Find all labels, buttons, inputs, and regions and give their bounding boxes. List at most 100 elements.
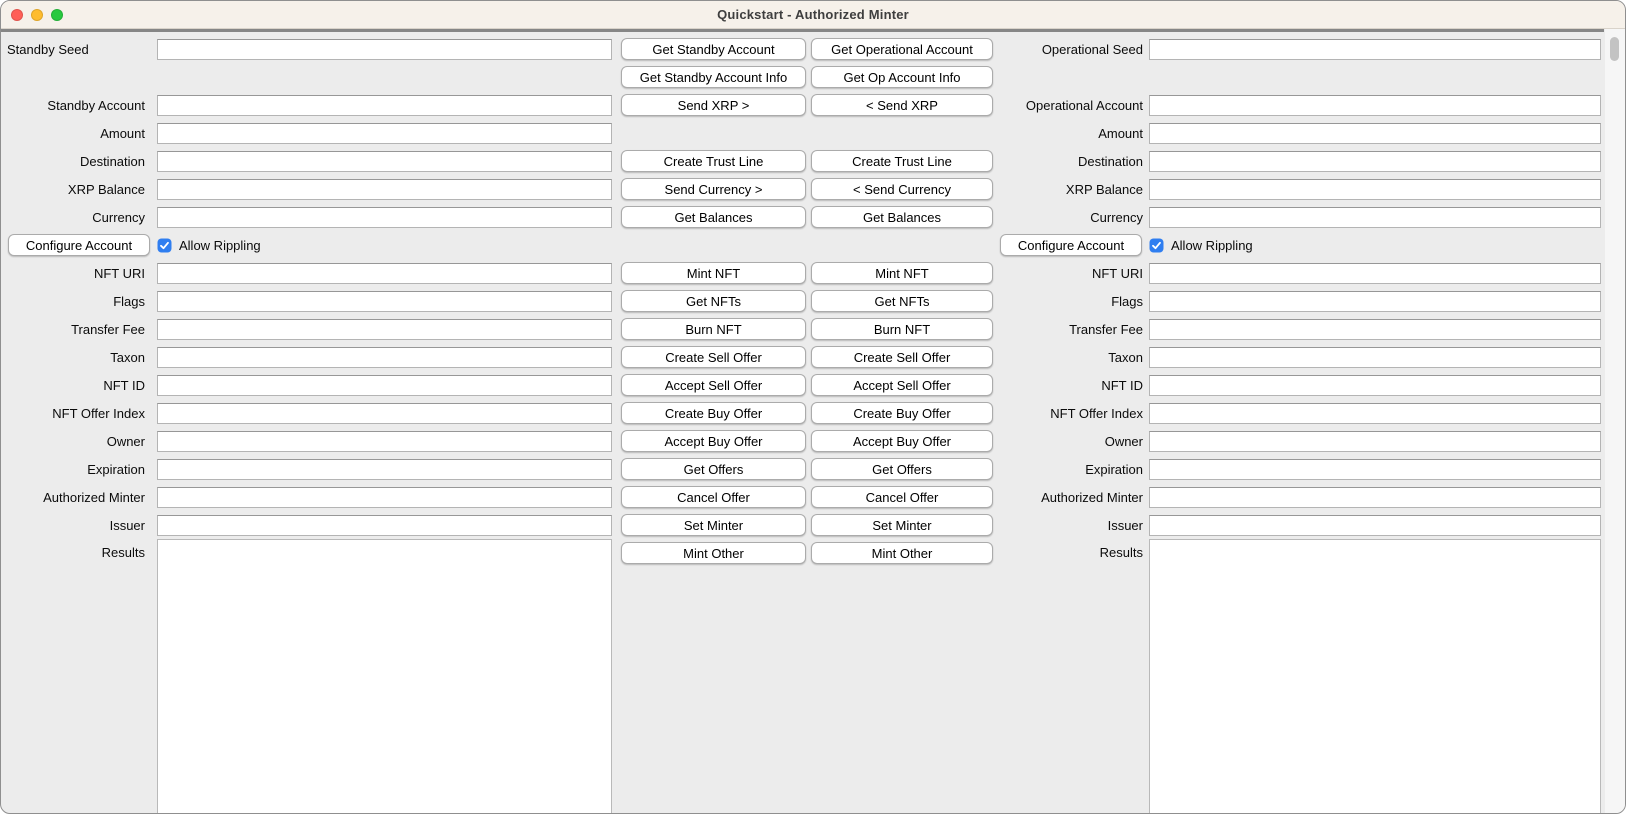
standby-button-cell: Set Minter <box>614 511 809 539</box>
get-offers-standby-button[interactable]: Get Offers <box>621 458 806 480</box>
send-currency-standby-button[interactable]: Send Currency > <box>621 178 806 200</box>
operational-taxon-input[interactable] <box>1149 346 1601 368</box>
standby-xrp-balance-input[interactable] <box>157 178 612 200</box>
standby-field-label: NFT ID <box>103 377 145 393</box>
standby-nft-offer-index-input[interactable] <box>157 402 612 424</box>
operational-authorized-minter-input[interactable] <box>1149 486 1601 508</box>
operational-flags-input[interactable] <box>1149 290 1601 312</box>
get-offers-operational-button[interactable]: Get Offers <box>811 458 993 480</box>
standby-button-cell: Get NFTs <box>614 287 809 315</box>
standby-field-label: Currency <box>92 209 145 225</box>
operational-nft-id-input[interactable] <box>1149 374 1601 396</box>
minimize-button-icon[interactable] <box>31 9 43 21</box>
create-trust-line-operational-button[interactable]: Create Trust Line <box>811 150 993 172</box>
operational-amount-input[interactable] <box>1149 122 1601 144</box>
cancel-offer-operational-button[interactable]: Cancel Offer <box>811 486 993 508</box>
send-currency-operational-button[interactable]: < Send Currency <box>811 178 993 200</box>
operational-destination-input[interactable] <box>1149 150 1601 172</box>
set-minter-standby-button[interactable]: Set Minter <box>621 514 806 536</box>
create-trust-line-standby-button[interactable]: Create Trust Line <box>621 150 806 172</box>
operational-allow-rippling-checkbox[interactable] <box>1149 238 1164 253</box>
set-minter-operational-button[interactable]: Set Minter <box>811 514 993 536</box>
scrollbar-thumb[interactable] <box>1610 37 1619 61</box>
standby-nft-id-input[interactable] <box>157 374 612 396</box>
mint-other-standby-button[interactable]: Mint Other <box>621 542 806 564</box>
standby-expiration-input[interactable] <box>157 458 612 480</box>
operational-results-textarea[interactable] <box>1149 539 1601 813</box>
mint-nft-operational-button[interactable]: Mint NFT <box>811 262 993 284</box>
accept-sell-offer-standby-button[interactable]: Accept Sell Offer <box>621 374 806 396</box>
close-button-icon[interactable] <box>11 9 23 21</box>
standby-input-cell <box>151 315 614 343</box>
standby-owner-input[interactable] <box>157 430 612 452</box>
standby-input-cell <box>151 287 614 315</box>
mint-other-operational-button[interactable]: Mint Other <box>811 542 993 564</box>
standby-destination-input[interactable] <box>157 150 612 172</box>
standby-results-textarea[interactable] <box>157 539 612 813</box>
mint-nft-standby-button[interactable]: Mint NFT <box>621 262 806 284</box>
create-sell-offer-standby-button[interactable]: Create Sell Offer <box>621 346 806 368</box>
operational-currency-input[interactable] <box>1149 206 1601 228</box>
get-balances-standby-button[interactable]: Get Balances <box>621 206 806 228</box>
create-buy-offer-standby-button[interactable]: Create Buy Offer <box>621 402 806 424</box>
standby-authorized-minter-input[interactable] <box>157 486 612 508</box>
zoom-button-icon[interactable] <box>51 9 63 21</box>
standby-amount-input[interactable] <box>157 122 612 144</box>
send-xrp-standby-button[interactable]: Send XRP > <box>621 94 806 116</box>
operational-account-input[interactable] <box>1149 94 1601 116</box>
row-account-info: Get Standby Account Info Get Op Account … <box>1 63 1604 91</box>
operational-seed-input[interactable] <box>1149 38 1601 60</box>
standby-issuer-input[interactable] <box>157 514 612 536</box>
operational-configure-account-button[interactable]: Configure Account <box>1000 234 1142 256</box>
create-sell-offer-operational-button[interactable]: Create Sell Offer <box>811 346 993 368</box>
create-buy-offer-operational-button[interactable]: Create Buy Offer <box>811 402 993 424</box>
operational-issuer-input[interactable] <box>1149 514 1601 536</box>
operational-transfer-fee-input[interactable] <box>1149 318 1601 340</box>
get-standby-account-standby-button[interactable]: Get Standby Account <box>621 38 806 60</box>
vertical-scrollbar[interactable] <box>1604 29 1625 813</box>
send-xrp-operational-button[interactable]: < Send XRP <box>811 94 993 116</box>
standby-account-input[interactable] <box>157 94 612 116</box>
standby-taxon-input[interactable] <box>157 346 612 368</box>
get-operational-account-operational-button[interactable]: Get Operational Account <box>811 38 993 60</box>
get-op-account-info-operational-button[interactable]: Get Op Account Info <box>811 66 993 88</box>
standby-button-cell: Get Balances <box>614 203 809 231</box>
standby-input-cell <box>151 427 614 455</box>
standby-button-cell: Mint Other <box>614 539 809 567</box>
standby-allow-rippling-checkbox[interactable] <box>157 238 172 253</box>
burn-nft-standby-button[interactable]: Burn NFT <box>621 318 806 340</box>
standby-field-label: Standby Account <box>47 97 145 113</box>
get-balances-operational-button[interactable]: Get Balances <box>811 206 993 228</box>
row-seed: Standby Seed Get Standby Account Get Ope… <box>1 35 1604 63</box>
get-nfts-operational-button[interactable]: Get NFTs <box>811 290 993 312</box>
operational-input-cell <box>1148 455 1606 483</box>
get-nfts-standby-button[interactable]: Get NFTs <box>621 290 806 312</box>
standby-input-cell <box>151 35 614 63</box>
operational-nft-offer-index-input[interactable] <box>1149 402 1601 424</box>
operational-button-cell: Set Minter <box>809 511 1002 539</box>
standby-input-cell <box>151 455 614 483</box>
accept-sell-offer-operational-button[interactable]: Accept Sell Offer <box>811 374 993 396</box>
operational-configure-group: Configure Account Allow Rippling <box>1000 231 1253 259</box>
operational-input-cell <box>1148 483 1606 511</box>
standby-flags-input[interactable] <box>157 290 612 312</box>
operational-expiration-input[interactable] <box>1149 458 1601 480</box>
get-standby-account-info-standby-button[interactable]: Get Standby Account Info <box>621 66 806 88</box>
standby-configure-account-button[interactable]: Configure Account <box>8 234 150 256</box>
standby-field-label: Taxon <box>110 349 145 365</box>
standby-nft-uri-input[interactable] <box>157 262 612 284</box>
standby-transfer-fee-input[interactable] <box>157 318 612 340</box>
operational-button-cell: Create Trust Line <box>809 147 1002 175</box>
cancel-offer-standby-button[interactable]: Cancel Offer <box>621 486 806 508</box>
operational-owner-input[interactable] <box>1149 430 1601 452</box>
operational-field-label: Operational Account <box>1025 97 1143 113</box>
accept-buy-offer-standby-button[interactable]: Accept Buy Offer <box>621 430 806 452</box>
burn-nft-operational-button[interactable]: Burn NFT <box>811 318 993 340</box>
operational-xrp-balance-input[interactable] <box>1149 178 1601 200</box>
operational-nft-uri-input[interactable] <box>1149 262 1601 284</box>
standby-seed-input[interactable] <box>157 38 612 60</box>
accept-buy-offer-operational-button[interactable]: Accept Buy Offer <box>811 430 993 452</box>
operational-field-label: Flags <box>1111 293 1143 309</box>
standby-currency-input[interactable] <box>157 206 612 228</box>
operational-button-cell: Get Offers <box>809 455 1002 483</box>
